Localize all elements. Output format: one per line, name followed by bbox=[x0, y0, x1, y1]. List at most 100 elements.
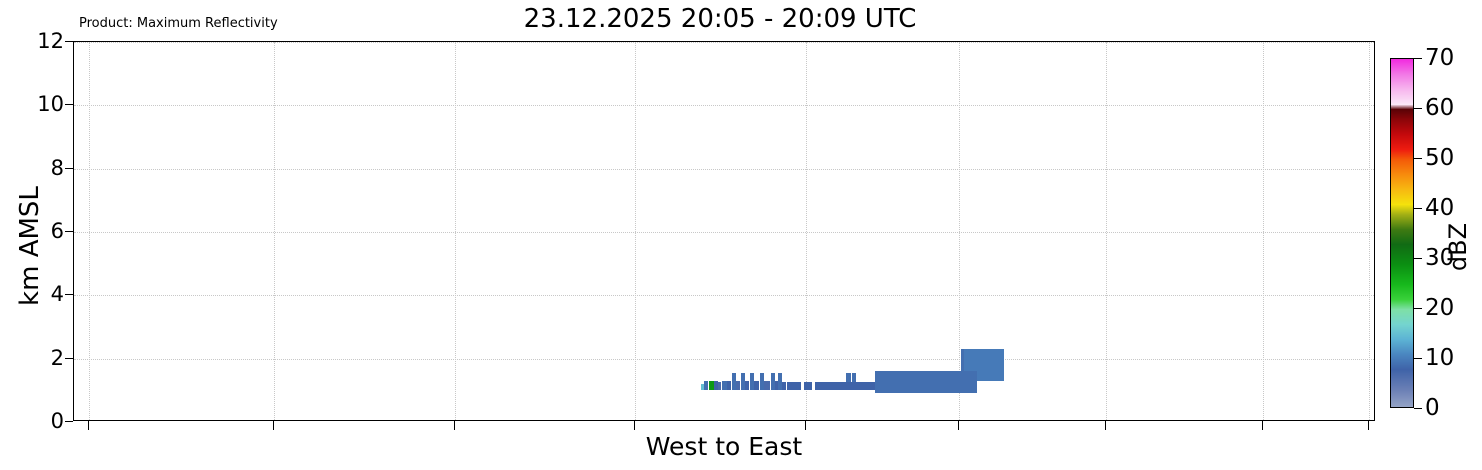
colorbar-band bbox=[1391, 335, 1413, 337]
colorbar-axis-label: dBZ bbox=[1444, 222, 1472, 272]
colorbar-band bbox=[1391, 314, 1413, 316]
colorbar-band bbox=[1391, 121, 1413, 123]
colorbar-band bbox=[1391, 188, 1413, 190]
reflectivity-cell bbox=[745, 380, 749, 391]
colorbar-band bbox=[1391, 91, 1413, 93]
colorbar-band bbox=[1391, 61, 1413, 63]
colorbar-band bbox=[1391, 365, 1413, 367]
colorbar-band bbox=[1391, 350, 1413, 352]
gridline-vertical bbox=[274, 42, 275, 420]
colorbar-band bbox=[1391, 87, 1413, 89]
colorbar-band bbox=[1391, 86, 1413, 88]
colorbar-band bbox=[1391, 330, 1413, 332]
colorbar-band bbox=[1391, 90, 1413, 92]
colorbar-band bbox=[1391, 277, 1413, 279]
colorbar-band bbox=[1391, 349, 1413, 351]
colorbar-tick-label: 0 bbox=[1425, 395, 1440, 421]
colorbar-band bbox=[1391, 240, 1413, 242]
colorbar-band bbox=[1391, 311, 1413, 313]
plot-area bbox=[73, 41, 1375, 421]
colorbar-band bbox=[1391, 232, 1413, 234]
colorbar-tick-label: 20 bbox=[1425, 295, 1455, 321]
colorbar-band bbox=[1391, 88, 1413, 90]
colorbar-band bbox=[1391, 354, 1413, 356]
x-tick-mark bbox=[1105, 421, 1106, 430]
colorbar-band bbox=[1391, 186, 1413, 188]
colorbar-band bbox=[1391, 308, 1413, 310]
colorbar-band bbox=[1391, 399, 1413, 401]
colorbar-band bbox=[1391, 182, 1413, 184]
colorbar-band bbox=[1391, 352, 1413, 354]
colorbar-band bbox=[1391, 384, 1413, 386]
colorbar-band bbox=[1391, 76, 1413, 78]
colorbar-band bbox=[1391, 141, 1413, 143]
colorbar-band bbox=[1391, 346, 1413, 348]
colorbar-band bbox=[1391, 179, 1413, 181]
x-tick-mark bbox=[273, 421, 274, 430]
colorbar-band bbox=[1391, 341, 1413, 343]
colorbar-tick-label: 30 bbox=[1425, 245, 1455, 271]
x-tick-mark bbox=[454, 421, 455, 430]
x-tick-mark bbox=[958, 421, 959, 430]
colorbar-band bbox=[1391, 112, 1413, 114]
colorbar-band bbox=[1391, 129, 1413, 131]
colorbar-tick-mark bbox=[1414, 258, 1422, 259]
colorbar-band bbox=[1391, 382, 1413, 384]
colorbar-band bbox=[1391, 173, 1413, 175]
colorbar-band bbox=[1391, 102, 1413, 104]
gridline-vertical bbox=[806, 42, 807, 420]
colorbar-band bbox=[1391, 162, 1413, 164]
colorbar-band bbox=[1391, 74, 1413, 76]
colorbar-band bbox=[1391, 193, 1413, 195]
colorbar-band bbox=[1391, 132, 1413, 134]
colorbar-band bbox=[1391, 333, 1413, 335]
colorbar-band bbox=[1391, 248, 1413, 250]
colorbar-band bbox=[1391, 100, 1413, 102]
colorbar-band bbox=[1391, 357, 1413, 359]
gridline-vertical bbox=[959, 42, 960, 420]
colorbar-band bbox=[1391, 144, 1413, 146]
reflectivity-cell bbox=[718, 382, 721, 391]
colorbar-band bbox=[1391, 371, 1413, 373]
colorbar-band bbox=[1391, 181, 1413, 183]
colorbar-band bbox=[1391, 212, 1413, 214]
colorbar-band bbox=[1391, 176, 1413, 178]
colorbar-band bbox=[1391, 95, 1413, 97]
colorbar-band bbox=[1391, 251, 1413, 253]
colorbar-band bbox=[1391, 104, 1413, 106]
colorbar-band bbox=[1391, 130, 1413, 132]
colorbar-band bbox=[1391, 153, 1413, 155]
reflectivity-cell bbox=[778, 372, 782, 391]
colorbar-band bbox=[1391, 195, 1413, 197]
colorbar-band bbox=[1391, 381, 1413, 383]
colorbar-band bbox=[1391, 405, 1413, 407]
colorbar-band bbox=[1391, 199, 1413, 201]
colorbar-band bbox=[1391, 225, 1413, 227]
chart-title: 23.12.2025 20:05 - 20:09 UTC bbox=[523, 4, 917, 34]
colorbar-band bbox=[1391, 326, 1413, 328]
colorbar-band bbox=[1391, 196, 1413, 198]
colorbar-band bbox=[1391, 136, 1413, 138]
colorbar-band bbox=[1391, 400, 1413, 402]
colorbar-band bbox=[1391, 131, 1413, 133]
colorbar-band bbox=[1391, 143, 1413, 145]
colorbar-band bbox=[1391, 194, 1413, 196]
colorbar-band bbox=[1391, 222, 1413, 224]
colorbar-band bbox=[1391, 321, 1413, 323]
colorbar-band bbox=[1391, 273, 1413, 275]
colorbar-band bbox=[1391, 280, 1413, 282]
colorbar-band bbox=[1391, 89, 1413, 91]
colorbar-band bbox=[1391, 403, 1413, 405]
colorbar-band bbox=[1391, 361, 1413, 363]
colorbar-band bbox=[1391, 246, 1413, 248]
colorbar-tick-mark bbox=[1414, 408, 1422, 409]
y-tick-label: 8 bbox=[50, 155, 64, 180]
colorbar-band bbox=[1391, 259, 1413, 261]
colorbar-band bbox=[1391, 211, 1413, 213]
colorbar-band bbox=[1391, 223, 1413, 225]
colorbar-band bbox=[1391, 275, 1413, 277]
colorbar-band bbox=[1391, 305, 1413, 307]
colorbar-band bbox=[1391, 154, 1413, 156]
colorbar-band bbox=[1391, 256, 1413, 258]
colorbar-band bbox=[1391, 276, 1413, 278]
